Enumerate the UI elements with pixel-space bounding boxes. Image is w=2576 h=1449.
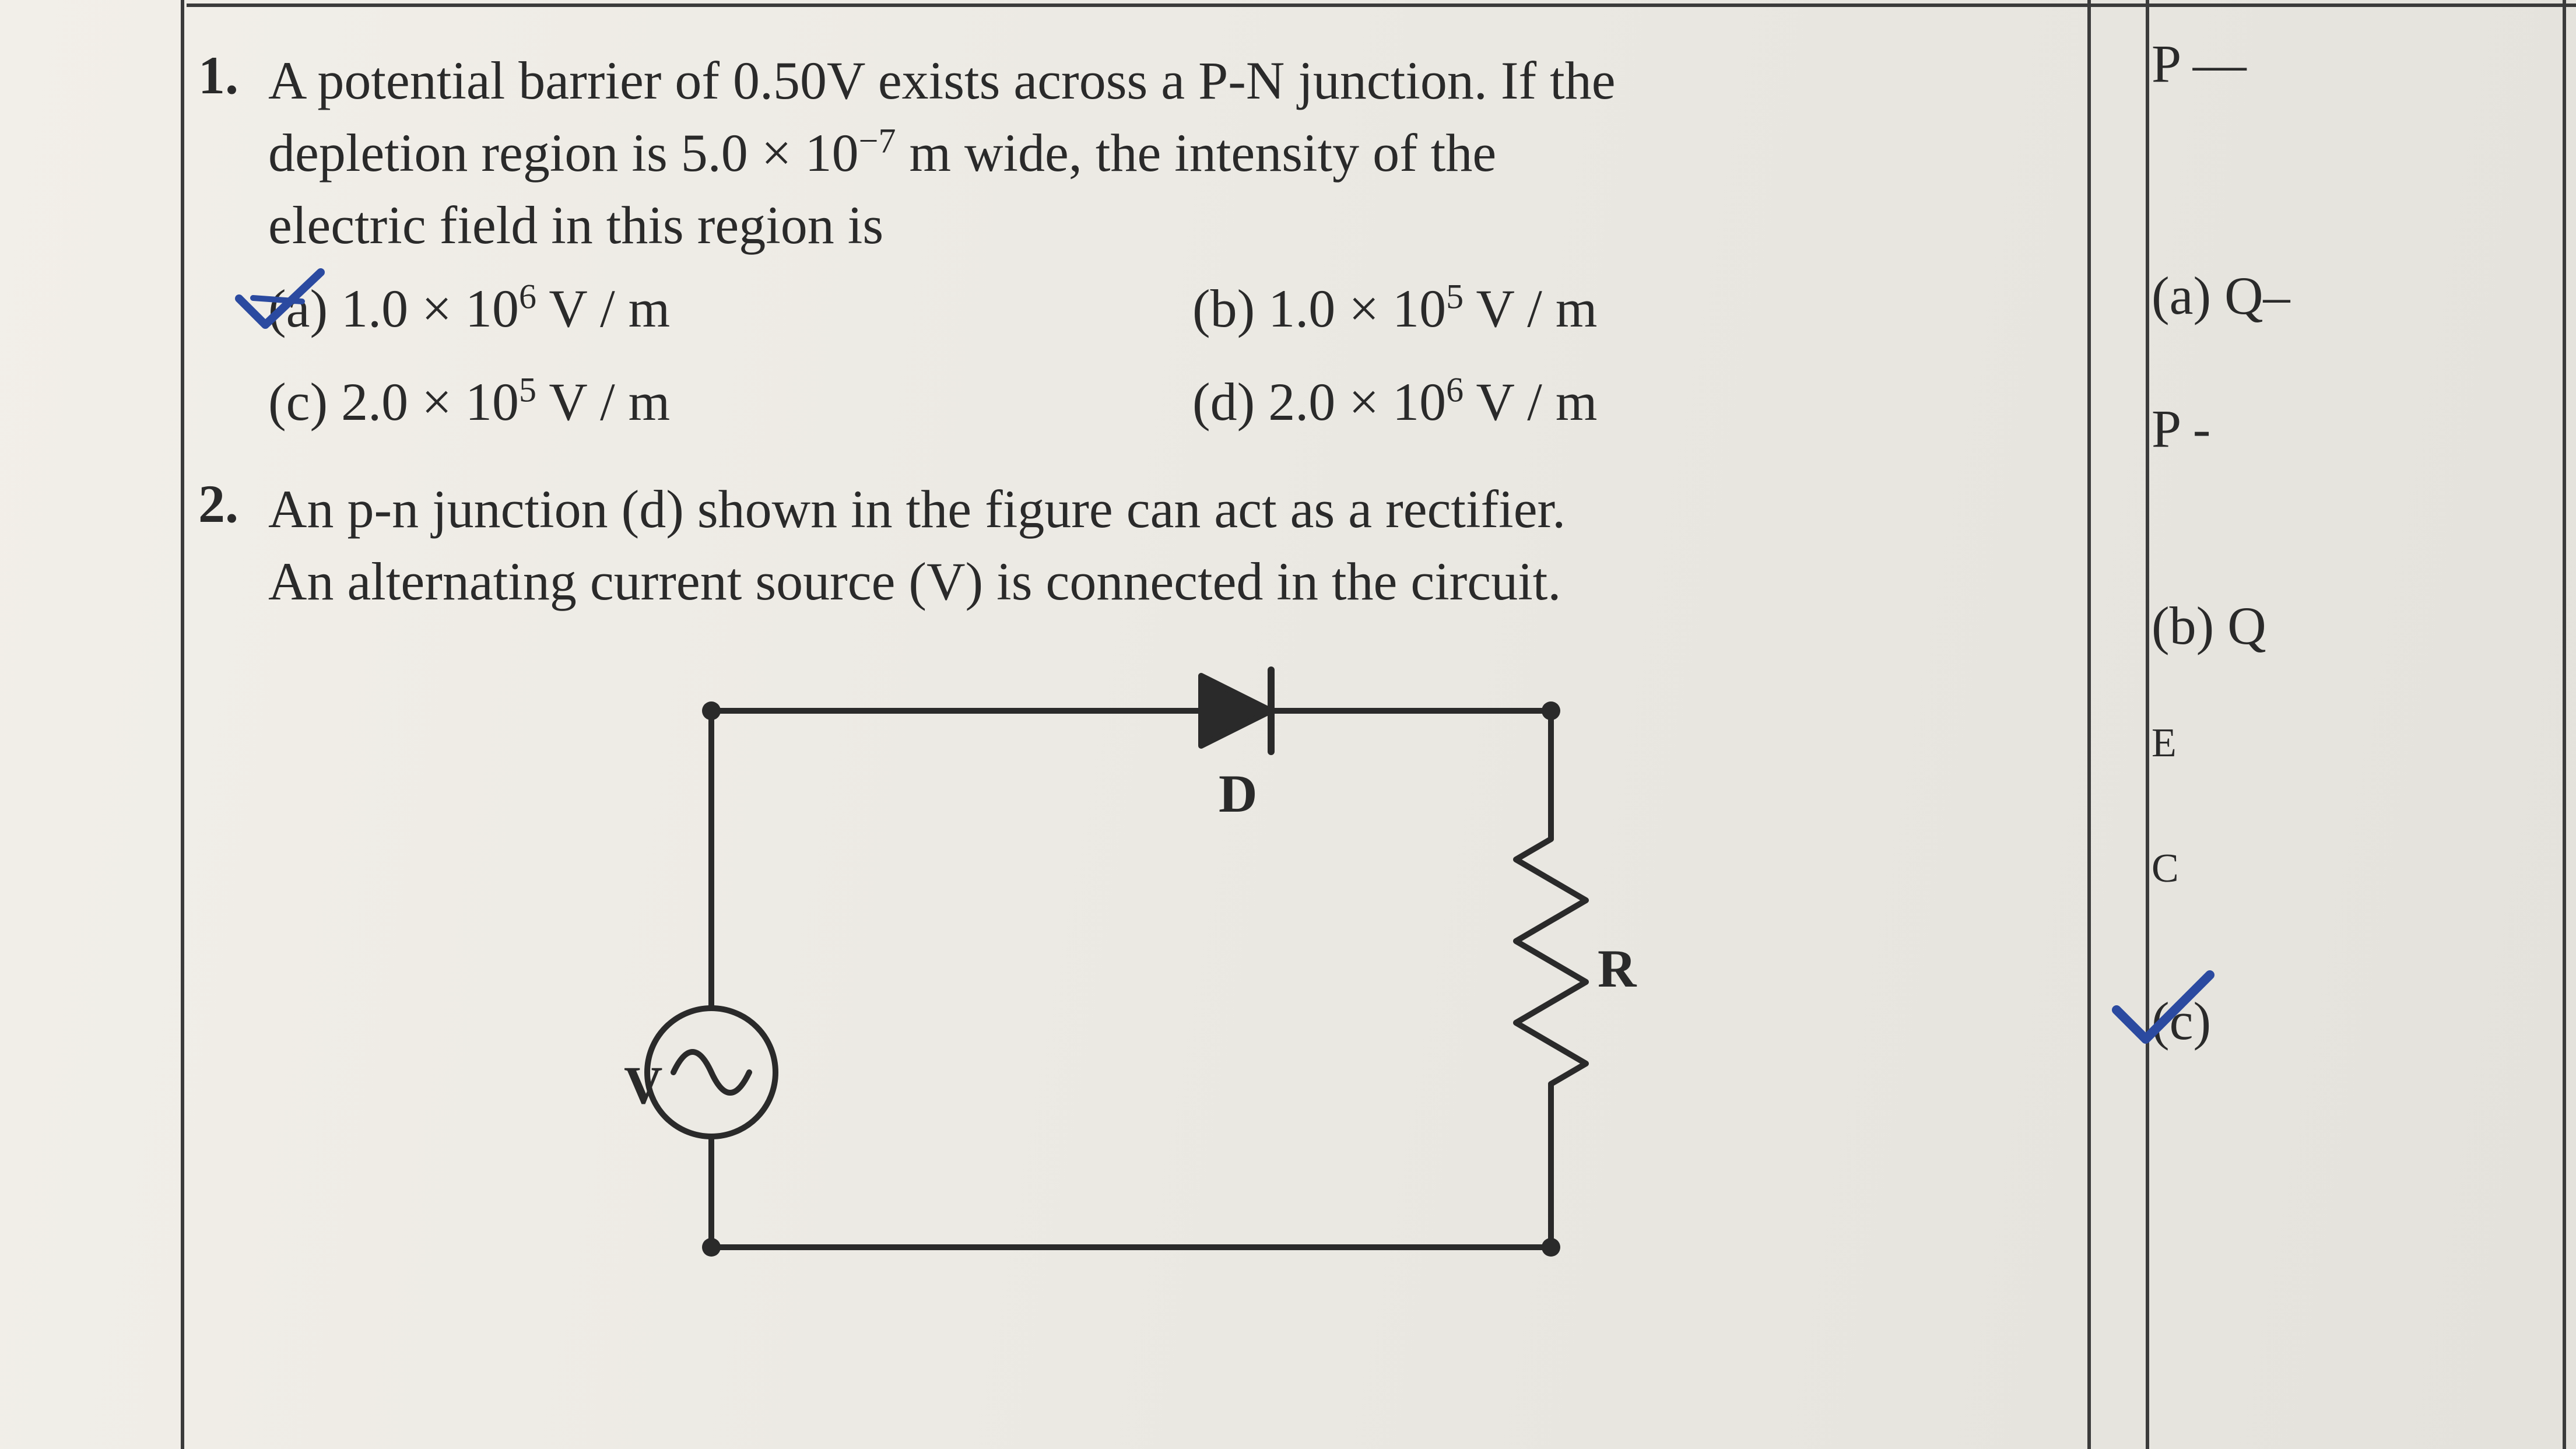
q1-stem-line2-val: 5.0 × 10 bbox=[681, 123, 859, 183]
q1-opt-d-mant: 2.0 × 10 bbox=[1268, 372, 1446, 431]
frag-lparen: ( bbox=[2152, 1429, 2571, 1449]
q2-number: 2. bbox=[187, 473, 268, 535]
right-margin-fragments: P — (a) Q– P - (b) Q E C (c) ( bbox=[2152, 23, 2571, 1449]
q1-opt-a-unit: V / m bbox=[536, 279, 670, 338]
q1-option-b: (b) 1.0 × 105 V / m bbox=[1192, 272, 2082, 345]
q1-opt-c-label: (c) bbox=[268, 372, 328, 431]
question-column: 1. A potential barrier of 0.50V exists a… bbox=[187, 23, 2082, 1282]
q1-stem-line1: A potential barrier of 0.50V exists acro… bbox=[268, 51, 1616, 110]
question-1: 1. A potential barrier of 0.50V exists a… bbox=[187, 44, 2082, 438]
circuit-label-r: R bbox=[1598, 932, 1636, 1005]
q1-opt-d-exp: 6 bbox=[1446, 370, 1464, 409]
circuit-svg bbox=[641, 664, 1621, 1282]
rule-vline-3 bbox=[2146, 0, 2149, 1449]
circuit-label-d: D bbox=[1219, 757, 1257, 830]
q1-opt-b-exp: 5 bbox=[1446, 277, 1464, 315]
frag-b: (b) Q bbox=[2152, 585, 2571, 666]
q1-stem: A potential barrier of 0.50V exists acro… bbox=[268, 44, 2082, 262]
q1-opt-b-unit: V / m bbox=[1464, 279, 1597, 338]
q1-opt-a-exp: 6 bbox=[519, 277, 536, 315]
frag-c: (c) bbox=[2152, 981, 2571, 1061]
q2-stem-line2: An alternating current source (V) is con… bbox=[268, 552, 1561, 611]
question-2: 2. An p-n junction (d) shown in the figu… bbox=[187, 473, 2082, 1282]
q1-opt-a-label: (a) bbox=[268, 279, 328, 338]
circuit-diagram: V D R bbox=[641, 664, 1621, 1282]
q1-stem-line3: electric field in this region is bbox=[268, 195, 883, 255]
scanned-page: 1. A potential barrier of 0.50V exists a… bbox=[0, 0, 2576, 1449]
q1-options: (a) 1.0 × 106 V / m (b) 1.0 × 105 V / m … bbox=[268, 272, 2082, 438]
frag-e: E bbox=[2152, 713, 2571, 774]
q1-stem-line2-exp: −7 bbox=[859, 122, 896, 160]
q2-body: An p-n junction (d) shown in the figure … bbox=[268, 473, 2082, 1282]
frag-p1: P — bbox=[2152, 23, 2571, 104]
q1-opt-b-mant: 1.0 × 10 bbox=[1268, 279, 1446, 338]
q1-number: 1. bbox=[187, 44, 268, 106]
frag-p2: P - bbox=[2152, 388, 2571, 469]
checkmark-icon bbox=[2111, 969, 2216, 1051]
frag-a: (a) Q– bbox=[2152, 255, 2571, 336]
q2-stem: An p-n junction (d) shown in the figure … bbox=[268, 473, 2082, 618]
q1-opt-d-unit: V / m bbox=[1464, 372, 1597, 431]
q1-opt-c-unit: V / m bbox=[536, 372, 670, 431]
rule-vline-1 bbox=[181, 0, 184, 1449]
q1-opt-b-label: (b) bbox=[1192, 279, 1255, 338]
rule-vline-2 bbox=[2087, 0, 2091, 1449]
q1-option-a: (a) 1.0 × 106 V / m bbox=[268, 272, 1157, 345]
q1-stem-line2-pre: depletion region is bbox=[268, 123, 681, 183]
q1-opt-d-label: (d) bbox=[1192, 372, 1255, 431]
rule-hline-top bbox=[187, 3, 2576, 7]
q2-stem-line1: An p-n junction (d) shown in the figure … bbox=[268, 479, 1566, 539]
circuit-label-v: V bbox=[624, 1049, 662, 1121]
q1-opt-c-mant: 2.0 × 10 bbox=[341, 372, 519, 431]
q1-option-c: (c) 2.0 × 105 V / m bbox=[268, 366, 1157, 438]
q1-option-d: (d) 2.0 × 106 V / m bbox=[1192, 366, 2082, 438]
q1-opt-c-exp: 5 bbox=[519, 370, 536, 409]
q1-body: A potential barrier of 0.50V exists acro… bbox=[268, 44, 2082, 438]
q1-stem-line2-post: m wide, the intensity of the bbox=[896, 123, 1496, 183]
frag-C: C bbox=[2152, 838, 2571, 899]
q1-opt-a-mant: 1.0 × 10 bbox=[341, 279, 519, 338]
